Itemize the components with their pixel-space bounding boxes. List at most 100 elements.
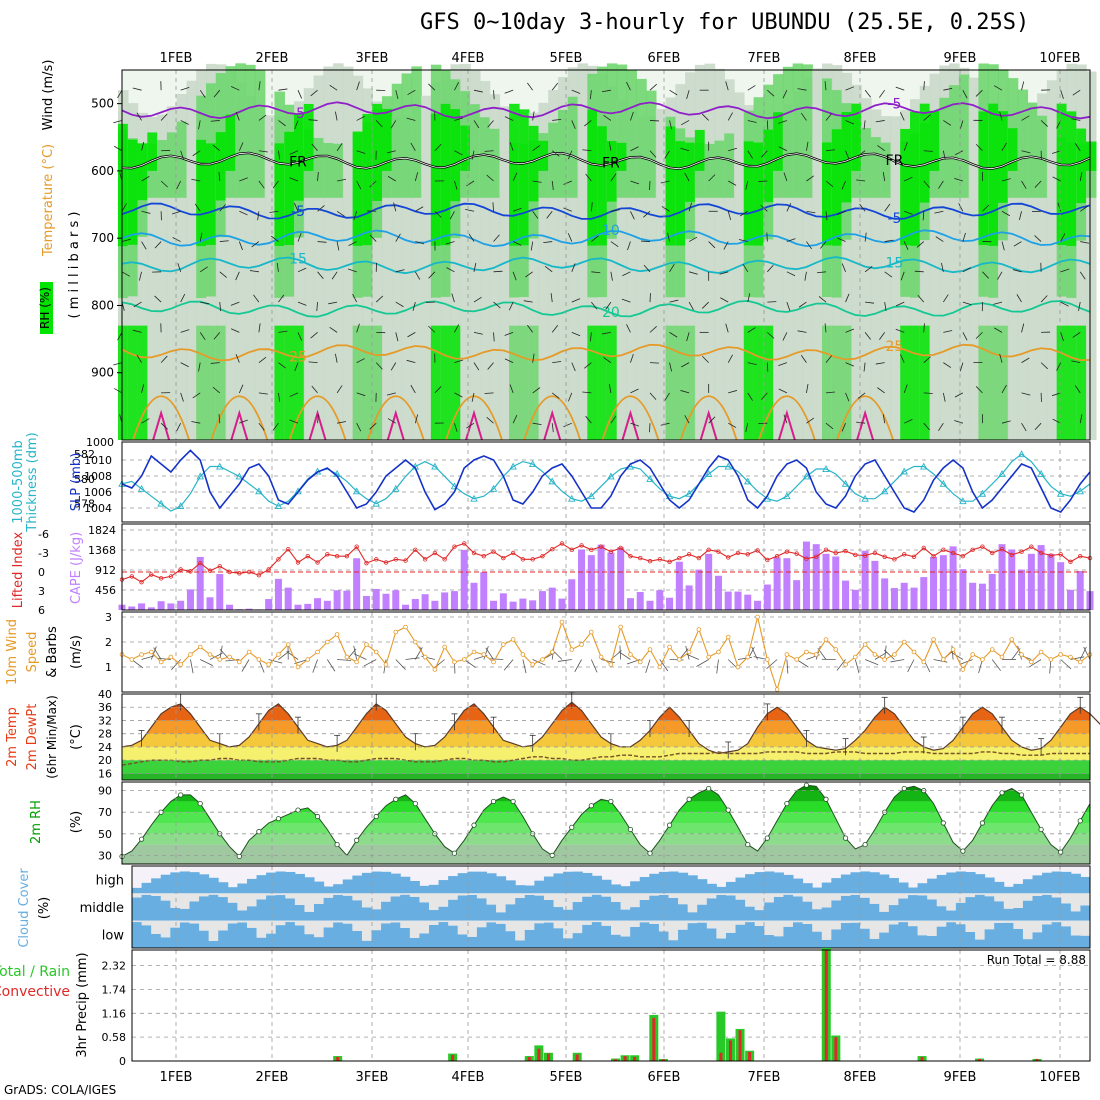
pressure-tick-label: 600 [91,164,114,178]
wind-barb [742,263,749,273]
cloud-cover-bar [611,901,622,921]
cloud-gap [132,920,143,923]
rh2m-point [647,850,653,856]
cape-bar [226,604,234,610]
rh-shade [342,66,354,440]
cloud-gap [687,920,698,924]
wind-barb [335,353,338,363]
temp-tick-label: 40 [98,688,112,701]
cloud-gap [409,920,420,938]
rh2m-point [627,826,634,833]
cloud-cover-bar [687,875,698,894]
rh-shade [812,68,823,440]
cloud-cover-bar [936,906,947,921]
rh-shade-low [215,325,227,440]
cape-bar [314,598,322,610]
wind-barb [767,89,775,97]
wind-speed-point [999,654,1005,660]
cloud-cover-bar [486,904,497,921]
lifted-index-point [432,550,438,556]
cloud-cover-bar [1070,873,1081,894]
precip-conv-bar [738,1030,742,1061]
precip-conv-bar [633,1056,637,1061]
rh2m-point [862,841,868,848]
rh-shade [704,63,716,440]
cloud-cover-bar [917,883,928,894]
wind-barb [238,241,243,251]
cloud-cover-bar [946,872,957,894]
wind-barb [761,150,768,158]
date-label-bottom: 9FEB [944,1070,977,1085]
cloud-cover-bar [505,880,516,894]
precip-convective-label: Convective [0,984,70,1000]
cape-bar [480,572,488,610]
rh-shade [665,126,677,246]
cloud-cover-bar [678,929,689,948]
cape-bar [812,544,820,610]
cape-bar [666,597,674,610]
wind-barb [571,298,581,303]
cloud-cover-bar [333,922,344,948]
wind-barb [982,271,989,279]
wind-barb [954,392,964,398]
cloud-cover-bar [1051,871,1062,894]
wind-barb [356,358,365,363]
wind-barb [532,180,542,183]
wind-barb [1078,302,1081,312]
cape-bar [1076,570,1084,610]
cloud-gap [793,920,804,923]
wind-barb [837,210,846,216]
wind-barb [962,267,972,273]
wind-barb-10m [659,659,669,672]
rh-shade [440,103,452,246]
thickness-point [255,487,263,495]
wind10-label-1: 10m Wind [5,619,20,685]
cloud-cover-bar [620,886,631,894]
wind-barb [903,384,908,394]
rh-shade [949,85,960,198]
cloud-gap [955,920,966,925]
wind-barb [336,143,343,151]
wind-barb [782,332,788,341]
wind-barb [310,332,318,339]
wind-barb [317,271,324,279]
rh-shade [773,112,784,171]
cape-bar [842,580,850,610]
cape-bar [372,588,380,610]
wind-barb-10m [766,659,778,669]
wind-barb [532,111,535,121]
rh-shade-low [1076,325,1087,440]
rh-shade [176,121,188,198]
cloud-gap [591,920,602,923]
wind-barb [289,419,299,424]
cloud-cover-bar [294,904,305,921]
rh-shade [792,91,804,440]
rh-shade [870,137,882,198]
rh-shade [1037,93,1048,441]
cloud-gap [563,893,574,910]
cloud-cover-bar [132,887,143,894]
cloud-gap [246,893,258,907]
cape-bar [490,600,498,610]
rh-shade [714,68,725,441]
lifted-index-point [266,567,271,572]
wind-barb [1060,233,1066,242]
rh-shade [841,72,853,440]
wind-speed-point [794,657,799,662]
wind-barb [943,330,953,333]
lifted-index-point [628,553,633,559]
cloud-cover-bar [783,894,794,921]
rh-shade [274,143,285,246]
cloud-cover-bar [821,882,832,894]
precip-conv-bar [336,1056,340,1061]
wind-barb [745,423,749,433]
cloud-gap [582,893,593,897]
wind-barb [395,301,404,308]
isotherm-label: -5 [887,211,901,227]
wind-speed-point [960,667,966,672]
cape-bar [832,556,840,610]
cloud-cover-bar [639,877,650,894]
wind-barb [445,241,455,245]
rh-shade [118,123,129,247]
cape-bar [939,555,947,610]
